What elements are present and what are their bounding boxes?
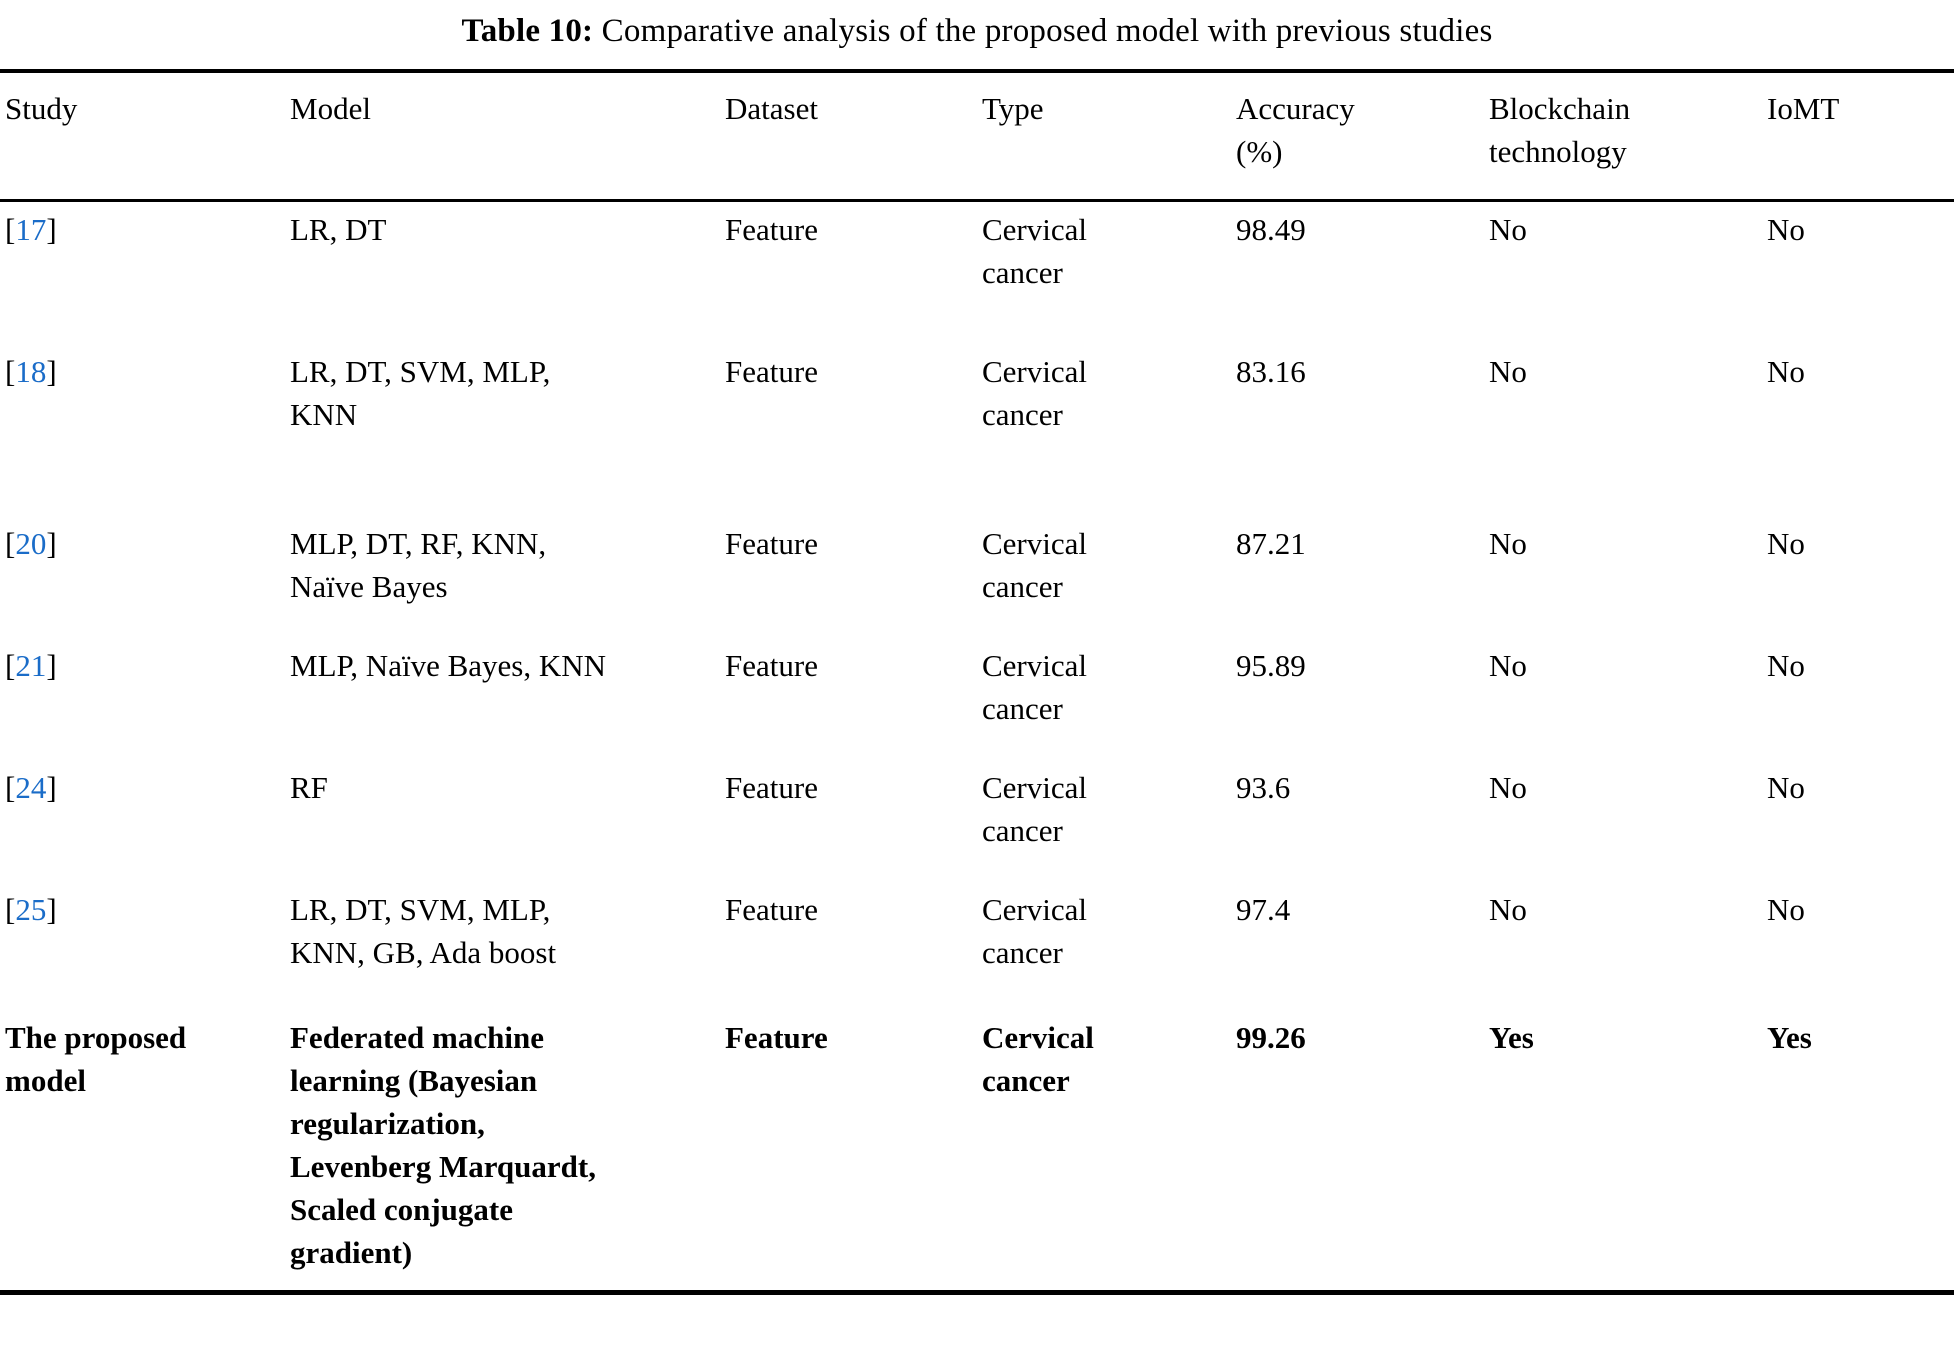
citation-bracket: ]: [46, 648, 57, 683]
table-caption-text: Comparative analysis of the proposed mod…: [601, 13, 1493, 49]
table-caption: Table 10: Comparative analysis of the pr…: [0, 10, 1954, 53]
type-cell: Cervical cancer: [982, 892, 1088, 970]
accuracy-cell: 87.21: [1236, 526, 1306, 561]
column-header-iomt: IoMT: [1767, 71, 1954, 202]
accuracy-cell: 97.4: [1236, 892, 1291, 927]
iomt-cell: No: [1767, 354, 1805, 389]
dataset-cell: Feature: [725, 354, 818, 389]
header-row: Study Model Dataset Type Accuracy (%) Bl…: [0, 71, 1954, 202]
type-cell: Cervical cancer: [982, 770, 1088, 848]
column-header-accuracy: Accuracy (%): [1236, 71, 1489, 202]
model-cell: LR, DT: [290, 212, 387, 247]
iomt-cell: No: [1767, 648, 1805, 683]
citation-link[interactable]: 20: [15, 526, 47, 561]
study-cell: [20]: [0, 516, 290, 638]
blockchain-cell: No: [1489, 648, 1527, 683]
citation-bracket: ]: [46, 892, 57, 927]
citation-bracket: ]: [46, 770, 57, 805]
model-cell: Federated machine learning (Bayesian reg…: [290, 1020, 596, 1270]
table-row: [20] MLP, DT, RF, KNN, Naïve Bayes Featu…: [0, 516, 1954, 638]
type-cell: Cervical cancer: [982, 526, 1088, 604]
dataset-cell: Feature: [725, 526, 818, 561]
blockchain-cell: Yes: [1489, 1020, 1534, 1055]
iomt-cell: Yes: [1767, 1020, 1812, 1055]
model-cell: MLP, Naïve Bayes, KNN: [290, 648, 606, 683]
model-cell: RF: [290, 770, 328, 805]
dataset-cell: Feature: [725, 770, 818, 805]
table-row: [24] RF Feature Cervical cancer 93.6 No …: [0, 760, 1954, 882]
iomt-cell: No: [1767, 892, 1805, 927]
type-cell: Cervical cancer: [982, 354, 1088, 432]
table-row: [17] LR, DT Feature Cervical cancer 98.4…: [0, 201, 1954, 345]
blockchain-cell: No: [1489, 212, 1527, 247]
study-cell: The proposed model: [5, 1020, 187, 1098]
accuracy-cell: 83.16: [1236, 354, 1306, 389]
dataset-cell: Feature: [725, 212, 818, 247]
citation-bracket: [: [5, 354, 16, 389]
table-row: [25] LR, DT, SVM, MLP, KNN, GB, Ada boos…: [0, 882, 1954, 1010]
citation-link[interactable]: 25: [15, 892, 47, 927]
citation-link[interactable]: 24: [15, 770, 47, 805]
column-header-blockchain: Blockchain technology: [1489, 71, 1767, 202]
blockchain-cell: No: [1489, 892, 1527, 927]
citation-bracket: ]: [46, 526, 57, 561]
study-cell: [24]: [0, 760, 290, 882]
type-cell: Cervical cancer: [982, 1020, 1094, 1098]
type-cell: Cervical cancer: [982, 212, 1088, 290]
citation-bracket: ]: [46, 354, 57, 389]
column-header-dataset: Dataset: [725, 71, 982, 202]
citation-bracket: [: [5, 212, 16, 247]
table-row-proposed-model: The proposed model Federated machine lea…: [0, 1010, 1954, 1293]
blockchain-cell: No: [1489, 354, 1527, 389]
type-cell: Cervical cancer: [982, 648, 1088, 726]
table-row: [18] LR, DT, SVM, MLP, KNN Feature Cervi…: [0, 344, 1954, 516]
comparison-table: Study Model Dataset Type Accuracy (%) Bl…: [0, 69, 1954, 1295]
iomt-cell: No: [1767, 526, 1805, 561]
model-cell: LR, DT, SVM, MLP, KNN, GB, Ada boost: [290, 892, 557, 970]
dataset-cell: Feature: [725, 648, 818, 683]
table-caption-label: Table 10:: [461, 13, 594, 49]
study-cell: [17]: [0, 201, 290, 345]
accuracy-cell: 95.89: [1236, 648, 1306, 683]
blockchain-cell: No: [1489, 770, 1527, 805]
column-header-type: Type: [982, 71, 1236, 202]
citation-link[interactable]: 17: [15, 212, 47, 247]
column-header-study: Study: [0, 71, 290, 202]
citation-bracket: [: [5, 892, 16, 927]
citation-bracket: [: [5, 770, 16, 805]
column-header-model: Model: [290, 71, 725, 202]
accuracy-cell: 98.49: [1236, 212, 1306, 247]
accuracy-cell: 99.26: [1236, 1020, 1306, 1055]
dataset-cell: Feature: [725, 1020, 828, 1055]
study-cell: [25]: [0, 882, 290, 1010]
study-cell: [18]: [0, 344, 290, 516]
model-cell: LR, DT, SVM, MLP, KNN: [290, 354, 551, 432]
study-cell: [21]: [0, 638, 290, 760]
citation-link[interactable]: 21: [15, 648, 47, 683]
blockchain-cell: No: [1489, 526, 1527, 561]
model-cell: MLP, DT, RF, KNN, Naïve Bayes: [290, 526, 547, 604]
citation-link[interactable]: 18: [15, 354, 47, 389]
citation-bracket: [: [5, 648, 16, 683]
accuracy-cell: 93.6: [1236, 770, 1291, 805]
table-row: [21] MLP, Naïve Bayes, KNN Feature Cervi…: [0, 638, 1954, 760]
citation-bracket: ]: [46, 212, 57, 247]
citation-bracket: [: [5, 526, 16, 561]
iomt-cell: No: [1767, 770, 1805, 805]
dataset-cell: Feature: [725, 892, 818, 927]
iomt-cell: No: [1767, 212, 1805, 247]
